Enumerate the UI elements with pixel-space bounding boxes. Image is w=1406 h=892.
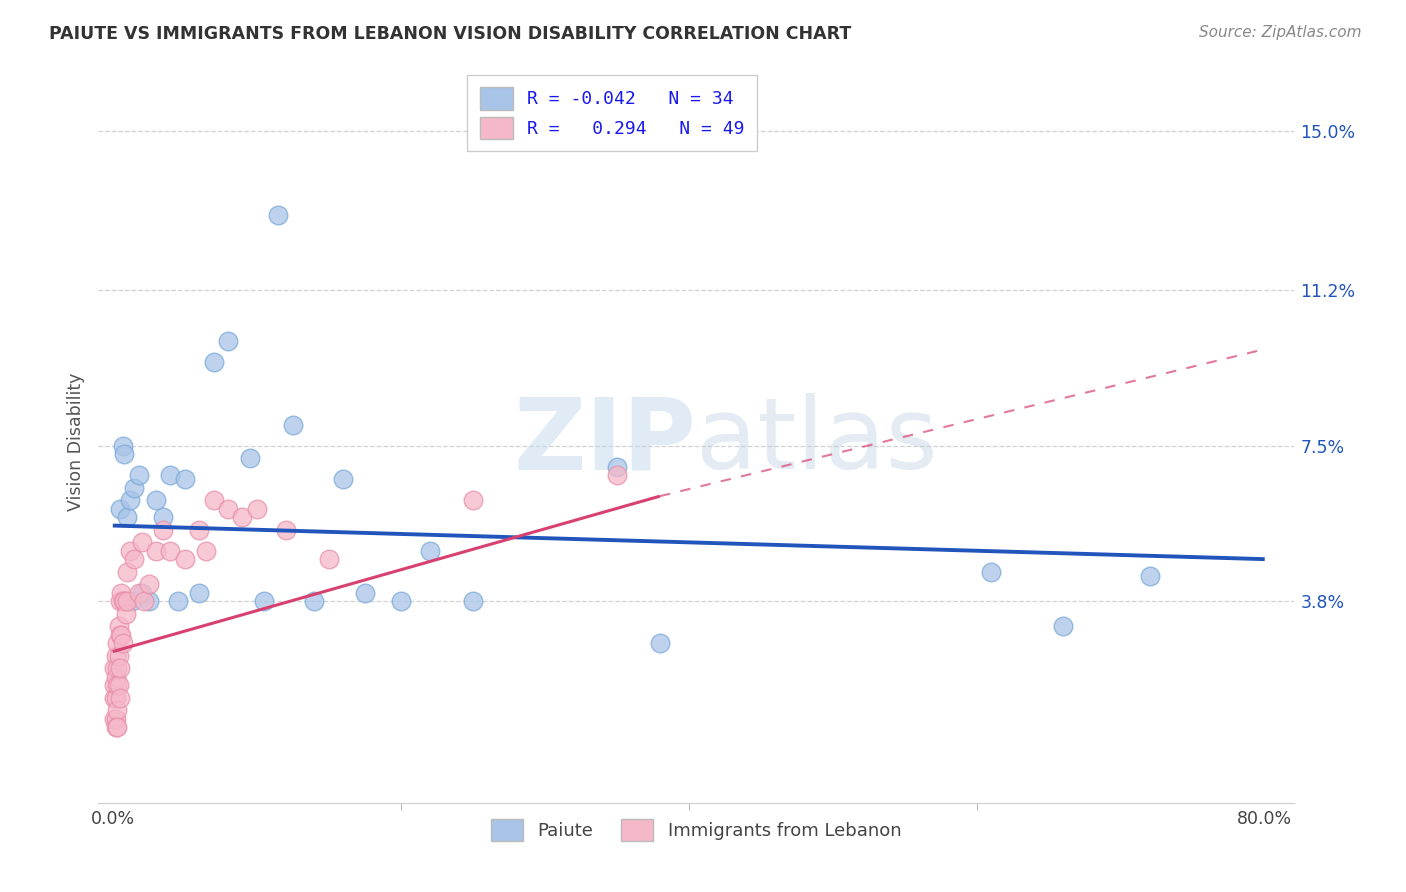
Text: PAIUTE VS IMMIGRANTS FROM LEBANON VISION DISABILITY CORRELATION CHART: PAIUTE VS IMMIGRANTS FROM LEBANON VISION… <box>49 25 852 43</box>
Point <box>304 594 326 608</box>
Point <box>980 565 1002 579</box>
Point <box>124 481 146 495</box>
Point <box>124 552 146 566</box>
Point <box>131 586 153 600</box>
Point <box>202 493 225 508</box>
Point <box>145 493 167 508</box>
Point <box>108 501 131 516</box>
Point <box>253 594 276 608</box>
Point <box>111 439 134 453</box>
Point <box>267 208 290 222</box>
Point <box>239 451 262 466</box>
Text: Source: ZipAtlas.com: Source: ZipAtlas.com <box>1198 25 1361 40</box>
Point <box>104 690 127 705</box>
Point <box>128 468 150 483</box>
Point <box>110 628 132 642</box>
Point <box>159 468 181 483</box>
Point <box>195 543 218 558</box>
Point <box>105 720 128 734</box>
Point <box>231 510 253 524</box>
Point <box>103 712 125 726</box>
Point <box>104 712 127 726</box>
Point <box>120 543 142 558</box>
Point <box>138 594 160 608</box>
Point <box>103 678 125 692</box>
Point <box>138 577 160 591</box>
Point <box>606 459 628 474</box>
Point <box>105 678 128 692</box>
Point <box>281 417 304 432</box>
Point <box>108 661 131 675</box>
Point <box>173 552 195 566</box>
Point <box>274 523 297 537</box>
Point <box>114 607 136 621</box>
Point <box>108 628 131 642</box>
Point <box>105 661 128 675</box>
Point <box>107 648 129 663</box>
Point <box>107 619 129 633</box>
Point <box>131 535 153 549</box>
Point <box>188 523 211 537</box>
Point <box>1052 619 1074 633</box>
Point <box>112 594 135 608</box>
Point <box>110 586 132 600</box>
Text: ZIP: ZIP <box>513 393 696 490</box>
Point <box>111 594 134 608</box>
Point <box>332 472 354 486</box>
Point <box>461 493 484 508</box>
Point <box>159 543 181 558</box>
Point <box>115 565 138 579</box>
Point <box>461 594 484 608</box>
Point <box>114 594 136 608</box>
Y-axis label: Vision Disability: Vision Disability <box>66 372 84 511</box>
Point <box>648 636 671 650</box>
Point <box>419 543 441 558</box>
Point <box>105 636 128 650</box>
Text: atlas: atlas <box>696 393 938 490</box>
Point <box>1139 569 1161 583</box>
Point <box>217 501 239 516</box>
Point <box>152 523 174 537</box>
Point <box>111 636 134 650</box>
Point <box>145 543 167 558</box>
Point <box>120 493 142 508</box>
Point <box>606 468 628 483</box>
Point <box>115 510 138 524</box>
Point <box>173 472 195 486</box>
Point <box>134 594 156 608</box>
Point <box>128 586 150 600</box>
Point <box>389 594 412 608</box>
Point <box>104 648 127 663</box>
Point <box>112 447 135 461</box>
Point <box>103 690 125 705</box>
Point <box>121 594 143 608</box>
Point <box>188 586 211 600</box>
Point <box>105 703 128 717</box>
Point <box>246 501 269 516</box>
Point <box>202 355 225 369</box>
Point <box>115 594 138 608</box>
Point <box>107 678 129 692</box>
Point <box>104 720 127 734</box>
Point <box>108 690 131 705</box>
Legend: Paiute, Immigrants from Lebanon: Paiute, Immigrants from Lebanon <box>484 812 908 848</box>
Point <box>217 334 239 348</box>
Point <box>103 661 125 675</box>
Point <box>166 594 188 608</box>
Point <box>108 594 131 608</box>
Point <box>318 552 340 566</box>
Point <box>353 586 375 600</box>
Point <box>104 670 127 684</box>
Point <box>152 510 174 524</box>
